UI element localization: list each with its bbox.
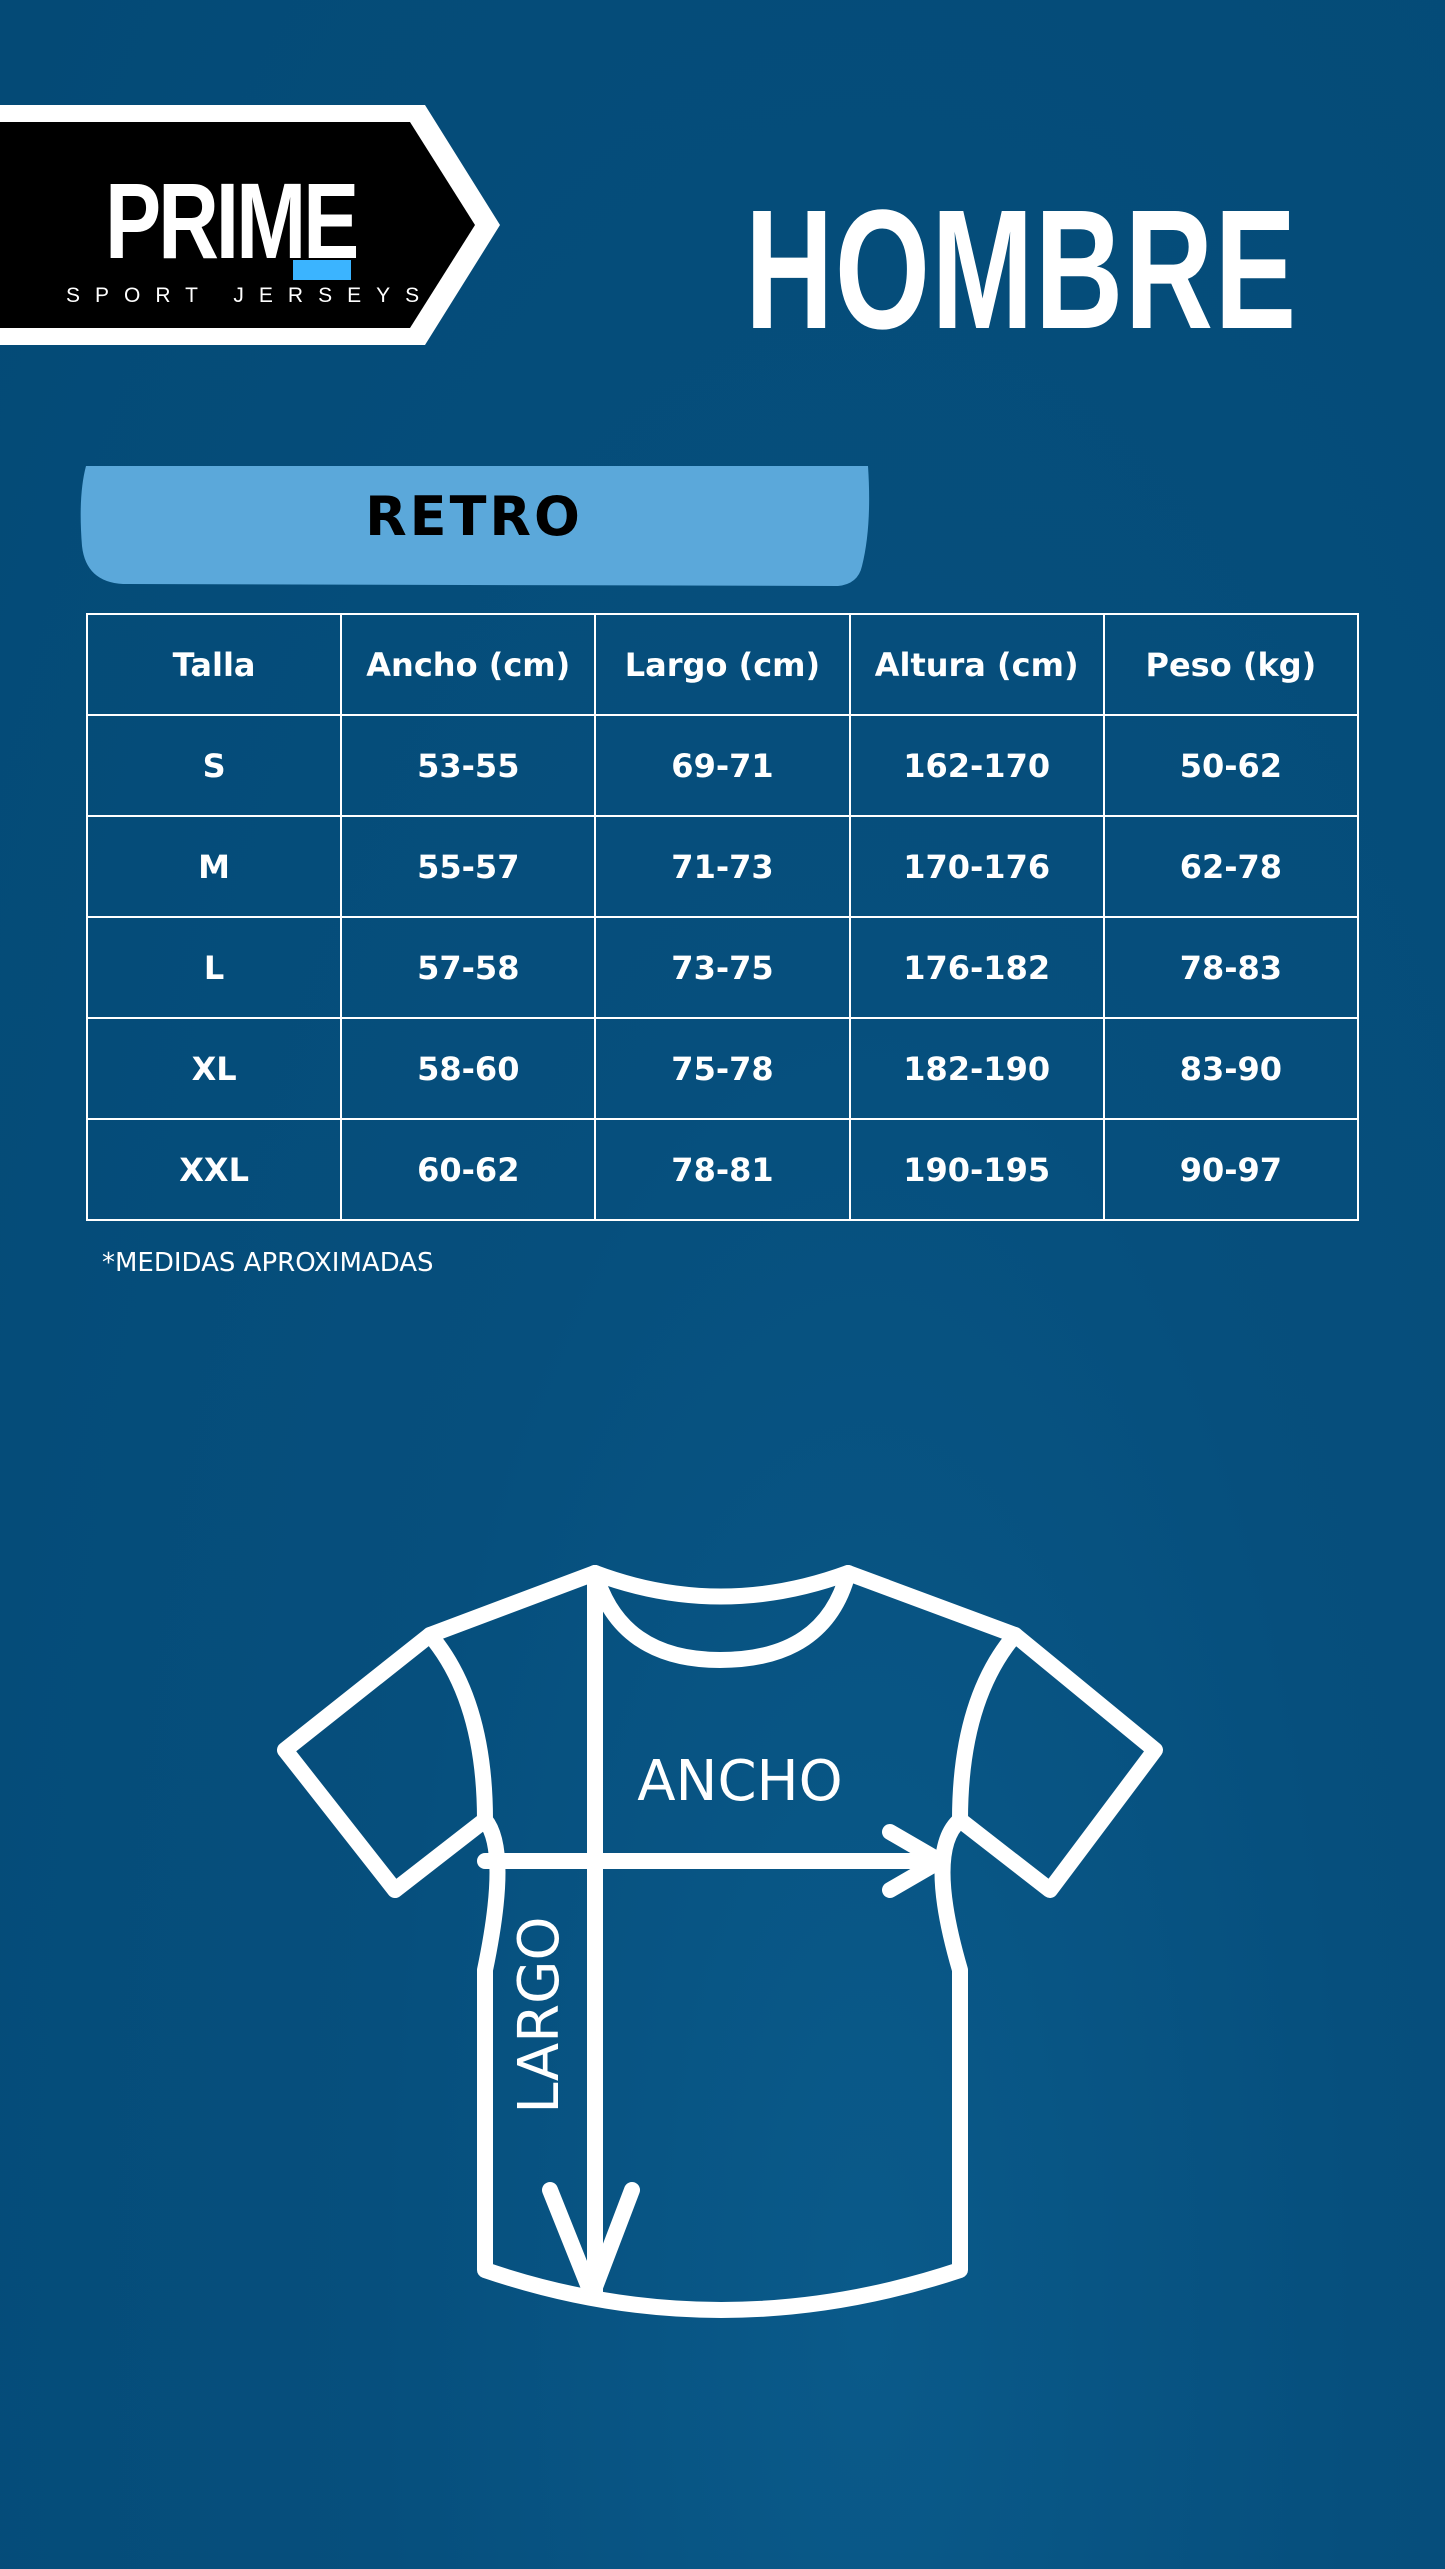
logo-subtitle: SPORT JERSEYS (66, 284, 435, 307)
table-cell: 162-170 (848, 714, 1105, 817)
table-cell: 60-62 (340, 1118, 597, 1221)
table-cell: 78-83 (1102, 916, 1360, 1019)
header-cell: Ancho (cm) (340, 613, 597, 716)
largo-label: LARGO (507, 1916, 572, 2113)
table-cell: S (85, 714, 343, 817)
size-table: Talla Ancho (cm) Largo (cm) Altura (cm) … (85, 613, 1360, 1221)
table-cell: 73-75 (594, 916, 851, 1019)
table-cell: 78-81 (594, 1118, 851, 1221)
table-row: M 55-57 71-73 170-176 62-78 (85, 815, 1360, 918)
header-cell: Peso (kg) (1102, 613, 1360, 716)
table-cell: 57-58 (340, 916, 597, 1019)
table-row: XXL 60-62 78-81 190-195 90-97 (85, 1118, 1360, 1221)
page-title: HOMBRE (745, 175, 1298, 365)
table-cell: 75-78 (594, 1017, 851, 1120)
table-row: XL 58-60 75-78 182-190 83-90 (85, 1017, 1360, 1120)
table-cell: L (85, 916, 343, 1019)
section-banner (80, 466, 870, 586)
logo-wordmark: PRIME (105, 160, 359, 281)
table-cell: 170-176 (848, 815, 1105, 918)
ancho-label: ANCHO (637, 1749, 843, 1814)
table-cell: 190-195 (848, 1118, 1105, 1221)
section-title: RETRO (365, 485, 583, 548)
tshirt-diagram: ANCHO LARGO (277, 1565, 1163, 2318)
table-cell: 83-90 (1102, 1017, 1360, 1120)
table-header-row: Talla Ancho (cm) Largo (cm) Altura (cm) … (85, 613, 1360, 716)
header-cell: Largo (cm) (594, 613, 851, 716)
table-cell: 53-55 (340, 714, 597, 817)
measurement-note: *MEDIDAS APROXIMADAS (102, 1248, 434, 1278)
table-cell: 69-71 (594, 714, 851, 817)
table-cell: 182-190 (848, 1017, 1105, 1120)
brand-logo: PRIME SPORT JERSEYS (0, 105, 500, 345)
header-cell: Altura (cm) (848, 613, 1105, 716)
table-cell: 50-62 (1102, 714, 1360, 817)
table-cell: 62-78 (1102, 815, 1360, 918)
table-cell: XL (85, 1017, 343, 1120)
header-cell: Talla (85, 613, 343, 716)
table-cell: 176-182 (848, 916, 1105, 1019)
table-row: L 57-58 73-75 176-182 78-83 (85, 916, 1360, 1019)
table-row: S 53-55 69-71 162-170 50-62 (85, 714, 1360, 817)
table-cell: XXL (85, 1118, 343, 1221)
table-cell: 71-73 (594, 815, 851, 918)
table-cell: 90-97 (1102, 1118, 1360, 1221)
table-cell: M (85, 815, 343, 918)
table-cell: 58-60 (340, 1017, 597, 1120)
table-cell: 55-57 (340, 815, 597, 918)
